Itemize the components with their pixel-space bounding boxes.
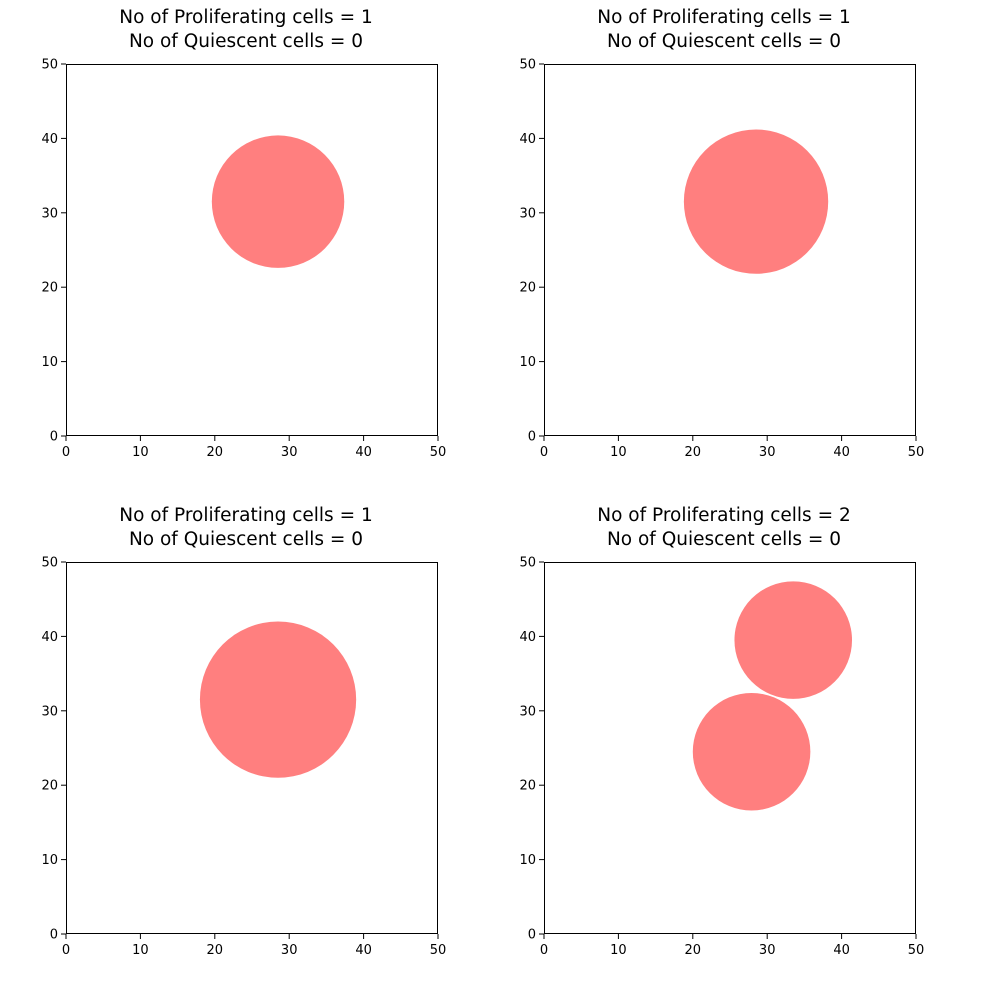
x-tick-label: 30 xyxy=(759,445,776,460)
x-tick-label: 20 xyxy=(685,943,702,958)
x-tick-label: 10 xyxy=(610,943,627,958)
y-tick-label: 10 xyxy=(519,355,536,370)
y-tick-label: 0 xyxy=(528,928,536,943)
x-tick-label: 50 xyxy=(908,943,925,958)
plot-area: 0 10 20 30 40 50 0 10 20 30 40 50 xyxy=(519,556,924,959)
y-tick-label: 10 xyxy=(519,853,536,868)
x-tick-label: 40 xyxy=(355,445,372,460)
x-tick-label: 0 xyxy=(62,445,70,460)
y-tick-label: 40 xyxy=(41,630,58,645)
axes-frame xyxy=(544,562,916,934)
axes-frame xyxy=(544,64,916,436)
y-tick-label: 30 xyxy=(519,704,536,719)
plot-area: 0 10 20 30 40 50 0 10 20 30 40 50 xyxy=(41,556,446,959)
subplot-title: No of Proliferating cells = 1 No of Quie… xyxy=(36,6,456,54)
y-tick-label: 20 xyxy=(41,779,58,794)
cell-circle-2 xyxy=(692,692,811,811)
y-tick-label: 50 xyxy=(41,556,58,571)
y-tick-label: 50 xyxy=(519,58,536,73)
title-line-1: No of Proliferating cells = 1 xyxy=(119,505,373,526)
cell-circle-1 xyxy=(211,135,345,268)
x-tick-label: 40 xyxy=(833,943,850,958)
subplot-title: No of Proliferating cells = 2 No of Quie… xyxy=(514,504,934,552)
x-tick-label: 0 xyxy=(540,445,548,460)
x-tick-label: 50 xyxy=(430,943,447,958)
y-tick-label: 0 xyxy=(528,430,536,445)
cell-circle-1 xyxy=(199,621,357,778)
plot-area: 0 10 20 30 40 50 0 10 20 30 40 50 xyxy=(519,58,924,461)
y-tick-label: 10 xyxy=(41,355,58,370)
x-tick-label: 40 xyxy=(355,943,372,958)
x-tick-label: 50 xyxy=(430,445,447,460)
subplot-title: No of Proliferating cells = 1 No of Quie… xyxy=(36,504,456,552)
x-tick-label: 20 xyxy=(685,445,702,460)
y-tick-label: 30 xyxy=(41,704,58,719)
x-tick-label: 10 xyxy=(132,445,149,460)
subplot-title: No of Proliferating cells = 1 No of Quie… xyxy=(514,6,934,54)
cell-circle-1 xyxy=(683,129,829,274)
x-tick-label: 20 xyxy=(207,445,224,460)
x-tick-label: 50 xyxy=(908,445,925,460)
cell-circle-1 xyxy=(734,581,853,699)
plot-area: 0 10 20 30 40 50 0 10 20 30 40 50 xyxy=(41,58,446,461)
title-line-2: No of Quiescent cells = 0 xyxy=(128,529,364,550)
x-tick-label: 30 xyxy=(281,445,298,460)
y-tick-label: 10 xyxy=(41,853,58,868)
y-tick-label: 40 xyxy=(519,132,536,147)
y-tick-label: 50 xyxy=(519,556,536,571)
x-tick-label: 10 xyxy=(132,943,149,958)
x-tick-label: 40 xyxy=(833,445,850,460)
x-tick-label: 30 xyxy=(759,943,776,958)
axes-frame xyxy=(66,562,438,934)
y-tick-label: 50 xyxy=(41,58,58,73)
title-line-2: No of Quiescent cells = 0 xyxy=(606,529,842,550)
y-tick-label: 20 xyxy=(41,281,58,296)
title-line-1: No of Proliferating cells = 1 xyxy=(597,7,851,28)
y-tick-label: 30 xyxy=(41,206,58,221)
title-line-2: No of Quiescent cells = 0 xyxy=(128,31,364,52)
y-tick-label: 0 xyxy=(50,928,58,943)
x-tick-label: 30 xyxy=(281,943,298,958)
x-tick-label: 20 xyxy=(207,943,224,958)
axes-frame xyxy=(66,64,438,436)
title-line-2: No of Quiescent cells = 0 xyxy=(606,31,842,52)
x-tick-label: 0 xyxy=(62,943,70,958)
y-tick-label: 20 xyxy=(519,281,536,296)
y-tick-label: 0 xyxy=(50,430,58,445)
title-line-1: No of Proliferating cells = 2 xyxy=(597,505,851,526)
x-tick-label: 0 xyxy=(540,943,548,958)
y-tick-label: 40 xyxy=(41,132,58,147)
y-tick-label: 20 xyxy=(519,779,536,794)
title-line-1: No of Proliferating cells = 1 xyxy=(119,7,373,28)
x-tick-label: 10 xyxy=(610,445,627,460)
y-tick-label: 40 xyxy=(519,630,536,645)
y-tick-label: 30 xyxy=(519,206,536,221)
